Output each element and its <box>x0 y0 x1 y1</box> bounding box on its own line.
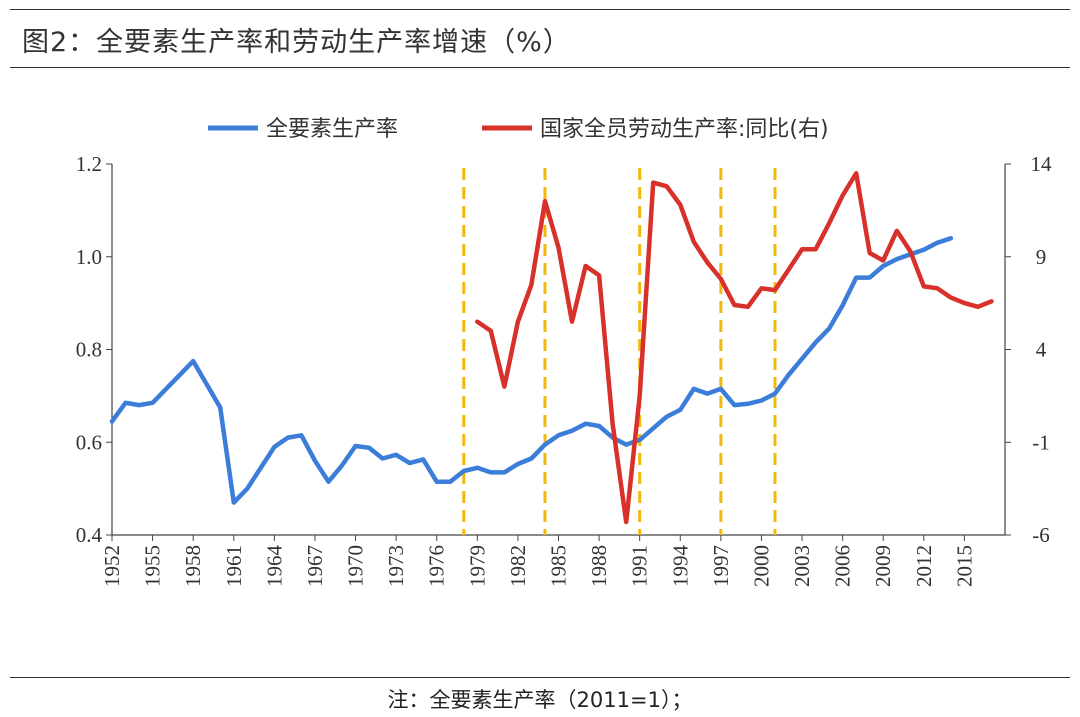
y-left-tick-label: 0.4 <box>76 523 103 547</box>
series-line-labor-productivity <box>475 171 994 525</box>
x-tick-label: 1979 <box>465 545 489 587</box>
series-line-tfp <box>109 235 954 505</box>
x-tick-label: 1994 <box>668 545 692 588</box>
legend: 全要素生产率 国家全员劳动生产率:同比(右) <box>208 117 829 142</box>
top-rule <box>10 9 1070 10</box>
y-right-tick-label: 9 <box>1036 245 1047 269</box>
footnote: 注：全要素生产率（2011=1）； <box>387 688 693 712</box>
x-tick-label: 1970 <box>344 545 368 587</box>
title-rule <box>10 67 1070 68</box>
y-right-tick-label: -6 <box>1032 523 1050 547</box>
y-left-tick-label: 1.2 <box>76 152 102 176</box>
y-right-tick-label: -1 <box>1032 430 1050 454</box>
x-tick-label: 1976 <box>425 545 449 587</box>
x-tick-label: 1967 <box>303 545 327 587</box>
x-tick-label: 1952 <box>100 545 124 587</box>
y-left-tick-label: 1.0 <box>76 245 102 269</box>
x-tick-label: 2006 <box>831 545 855 587</box>
x-tick-label: 1988 <box>587 545 611 587</box>
x-tick-label: 1973 <box>384 545 408 587</box>
x-tick-label: 1958 <box>181 545 205 587</box>
y-right-tick-label: 14 <box>1031 152 1053 176</box>
footnote-rule <box>10 677 1070 678</box>
x-tick-label: 1961 <box>222 545 246 587</box>
x-tick-label: 2012 <box>912 545 936 587</box>
x-tick-label: 2000 <box>749 545 773 587</box>
legend-label-tfp: 全要素生产率 <box>266 117 398 142</box>
x-tick-label: 1997 <box>709 545 733 587</box>
figure-title: 图2：全要素生产率和劳动生产率增速（%） <box>22 27 571 58</box>
x-tick-label: 1982 <box>506 545 530 587</box>
axes: 0.4 0.6 0.8 1.0 1.2 -6 -1 4 9 14 1952 1955 1958 1961 1… <box>76 152 1052 587</box>
x-tick-label: 1955 <box>141 545 165 587</box>
legend-label-labor-productivity: 国家全员劳动生产率:同比(右) <box>540 117 829 142</box>
x-tick-label: 1991 <box>628 545 652 587</box>
y-left-tick-label: 0.8 <box>76 338 102 362</box>
x-tick-label: 2003 <box>790 545 814 587</box>
x-tick-label: 2009 <box>871 545 895 587</box>
y-right-tick-label: 4 <box>1036 338 1047 362</box>
x-tick-label: 1964 <box>262 545 286 588</box>
y-left-tick-label: 0.6 <box>76 430 102 454</box>
series <box>109 171 994 525</box>
x-tick-label: 1985 <box>547 545 571 587</box>
x-tick-label: 2015 <box>952 545 976 587</box>
